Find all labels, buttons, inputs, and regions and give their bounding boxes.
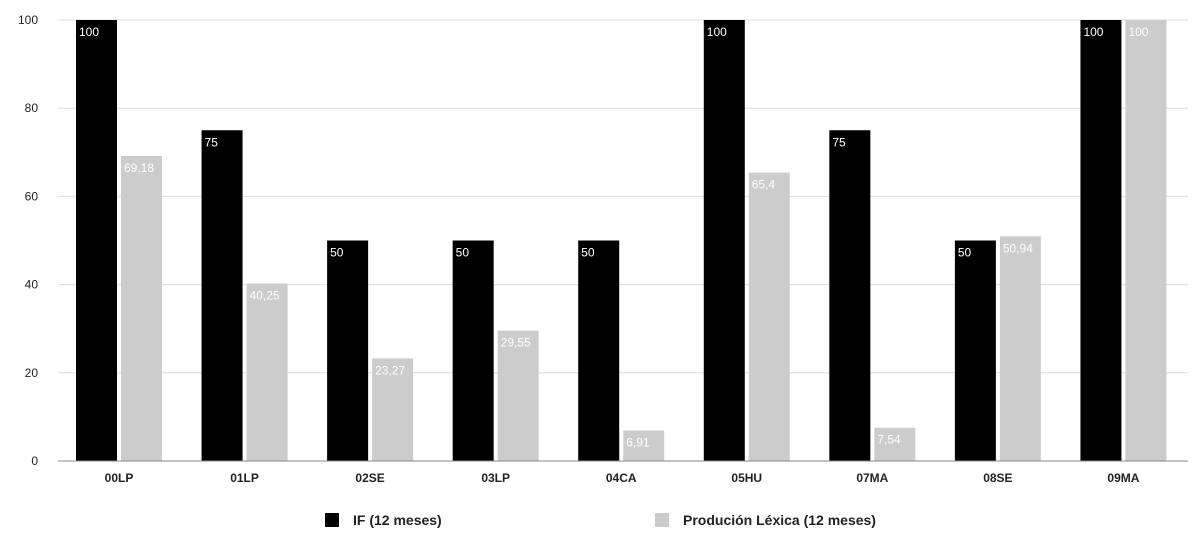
data-label: 6,91 [626, 436, 650, 450]
data-label: 100 [79, 25, 99, 39]
bar-if [829, 130, 871, 461]
legend-label-producion-lexica: Produción Léxica (12 meses) [683, 512, 876, 528]
data-label: 50 [456, 246, 470, 260]
bar-producion-lexica [497, 330, 539, 461]
bar-if [327, 240, 369, 461]
y-tick-label: 60 [25, 189, 39, 203]
legend: IF (12 meses) Produción Léxica (12 meses… [0, 512, 1198, 536]
bar-if [1080, 20, 1122, 461]
data-label: 69,18 [124, 161, 154, 175]
bar-producion-lexica [121, 155, 162, 461]
y-axis: 0 20 40 60 80 100 [18, 13, 38, 468]
bar-producion-lexica [1125, 20, 1167, 461]
bar-if [578, 240, 620, 461]
bar-producion-lexica [623, 430, 665, 461]
bar-producion-lexica [874, 427, 916, 461]
legend-label-if: IF (12 meses) [353, 512, 442, 528]
y-tick-label: 80 [25, 101, 39, 115]
data-label: 40,25 [250, 288, 280, 302]
bar-producion-lexica [999, 236, 1041, 461]
data-label: 50 [330, 246, 344, 260]
data-label: 75 [205, 135, 219, 149]
data-label: 29,55 [501, 336, 531, 350]
data-label: 100 [1083, 25, 1103, 39]
x-tick-label: 02SE [355, 471, 384, 485]
bar-if [954, 240, 996, 461]
x-tick-label: 09MA [1107, 471, 1139, 485]
data-label: 100 [707, 25, 727, 39]
y-tick-label: 0 [31, 454, 38, 468]
x-tick-label: 04CA [606, 471, 637, 485]
legend-swatch-if [325, 513, 339, 527]
data-label: 23,27 [375, 363, 405, 377]
y-tick-label: 40 [25, 278, 39, 292]
x-tick-label: 03LP [481, 471, 510, 485]
bar-if [201, 130, 243, 461]
bar-producion-lexica [246, 283, 288, 461]
data-label: 100 [1128, 25, 1148, 39]
x-tick-label: 01LP [230, 471, 259, 485]
bar-if [703, 20, 745, 461]
x-tick-label: 07MA [856, 471, 888, 485]
bars: 100 69,18 75 40,25 50 23,27 50 29,55 50 6,91 100 65… [76, 20, 1167, 461]
bar-if [76, 20, 117, 461]
x-axis: 00LP 01LP 02SE 03LP 04CA 05HU 07MA 08SE 09MA [58, 460, 1188, 485]
legend-item-if: IF (12 meses) [325, 512, 442, 528]
bar-producion-lexica [748, 172, 790, 461]
y-tick-label: 100 [18, 13, 38, 27]
data-label: 75 [832, 135, 846, 149]
legend-item-producion-lexica: Produción Léxica (12 meses) [655, 512, 876, 528]
x-tick-label: 00LP [105, 471, 134, 485]
y-tick-label: 20 [25, 366, 39, 380]
data-label: 7,54 [877, 433, 901, 447]
data-label: 50 [581, 246, 595, 260]
x-tick-label: 08SE [983, 471, 1012, 485]
data-label: 65,4 [752, 178, 776, 192]
bar-if [452, 240, 494, 461]
data-label: 50,94 [1003, 241, 1033, 255]
x-tick-label: 05HU [731, 471, 762, 485]
bar-producion-lexica [372, 358, 414, 461]
legend-swatch-producion-lexica [655, 513, 669, 527]
data-label: 50 [958, 246, 972, 260]
